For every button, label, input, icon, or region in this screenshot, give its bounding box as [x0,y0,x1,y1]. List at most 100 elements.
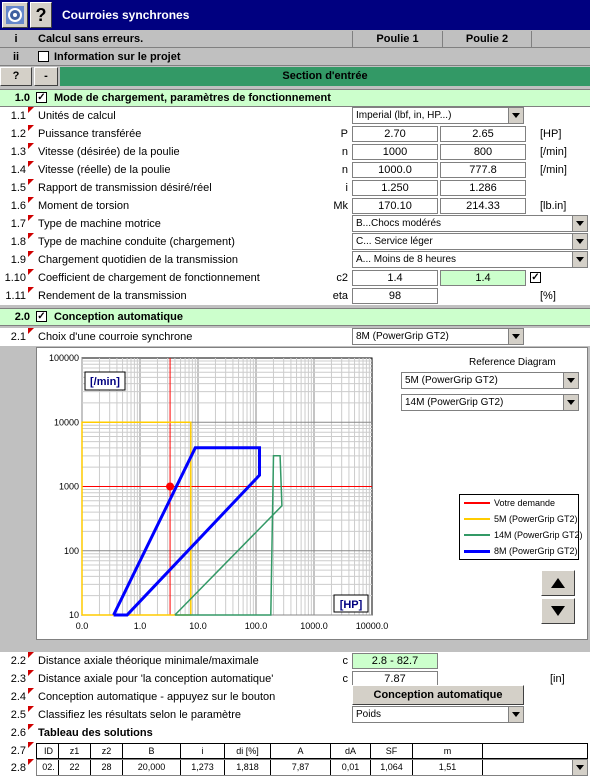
input-section-row: ? - Section d'entrée [0,67,590,86]
gear-icon [6,6,24,24]
x-tick-label: 10000.0 [356,621,389,631]
param-row: 1.5 Rapport de transmission désiré/réel i 1… [0,179,590,197]
toggle-help-button[interactable]: ? [0,67,32,86]
section-1-checkbox[interactable]: ✓ [36,92,47,103]
scroll-down-button[interactable] [541,598,575,624]
calc-status: Calcul sans erreurs. [38,33,144,45]
xlabel: [HP] [340,599,363,611]
coefficient-checkbox[interactable]: ✓ [530,272,541,283]
param-symbol: c2 [336,272,348,284]
pulley2-value[interactable]: 800 [440,144,526,160]
row-num: 2.5 [0,706,34,724]
pulley2-value[interactable]: 777.8 [440,162,526,178]
auto-distance-label: Distance axiale pour 'la conception auto… [38,673,274,685]
belt-choice-select[interactable]: 8M (PowerGrip GT2) [352,328,524,345]
solutions-select-arrow[interactable] [572,760,587,775]
pulley1-value[interactable]: 1.4 [352,270,438,286]
pulley2-value[interactable]: 2.65 [440,126,526,142]
ylabel: [/min] [90,376,120,388]
solutions-table-row[interactable]: 02. 22 28 20,000 1,273 1,818 7,87 0,01 1,064 1,51 [36,759,588,776]
app-icon[interactable] [2,2,28,28]
table-cell: 02. [39,760,59,775]
pulley2-value[interactable]: 214.33 [440,198,526,214]
row-num: 1.11 [0,287,34,305]
legend-label: Votre demande [494,498,556,508]
param-select-value: B...Chocs modérés [356,218,442,229]
table-header-cell: z1 [59,744,91,758]
param-select[interactable]: A... Moins de 8 heures [352,251,588,268]
sort-results-row: 2.5 Classifiez les résultats selon le pa… [0,706,590,724]
series-line-2 [174,455,283,616]
pulley2-value: 1.4 [440,270,526,286]
table-header-cell: di [%] [225,744,271,758]
help-button[interactable]: ? [30,2,52,28]
param-select-value: A... Moins de 8 heures [356,254,457,265]
chevron-down-icon [576,765,584,770]
param-select[interactable]: C... Service léger [352,233,588,250]
y-tick-label: 100 [64,546,79,556]
auto-design-button[interactable]: Conception automatique [352,685,524,705]
ylabel-box [84,371,126,391]
param-select[interactable]: B...Chocs modérés [352,215,588,232]
pulley1-value[interactable]: 2.70 [352,126,438,142]
table-cell: 22 [59,760,91,775]
reference-select-1[interactable]: 5M (PowerGrip GT2) [401,372,579,389]
chevron-down-icon [508,329,523,344]
auto-distance-input[interactable]: 7.87 [352,671,438,687]
belt-choice-row: 2.1 Choix d'une courroie synchrone 8M (P… [0,328,590,346]
chevron-down-icon [563,373,578,388]
collapse-button[interactable]: - [34,67,58,86]
table-header-cell: ID [39,744,59,758]
reference-select-2[interactable]: 14M (PowerGrip GT2) [401,394,579,411]
param-symbol: i [345,182,348,194]
legend-entry: 14M (PowerGrip GT2) [460,527,583,543]
section-2-checkbox[interactable]: ✓ [36,311,47,322]
chevron-down-icon [572,234,587,249]
axial-distance-value: 2.8 - 82.7 [352,653,438,669]
solutions-title: Tableau des solutions [38,727,153,739]
project-info-checkbox[interactable] [38,51,49,62]
y-tick-label: 10000 [54,417,79,427]
arrow-up-icon [551,578,565,588]
chart-legend: Votre demande 5M (PowerGrip GT2) 14M (Powe… [459,494,583,560]
row-num: 1.5 [0,179,34,197]
param-row: 1.4 Vitesse (réelle) de la poulie n 1000.0 7… [0,161,590,179]
table-header-cell: B [123,744,181,758]
project-info-row: ii Information sur le projet [0,48,590,66]
param-symbol: eta [332,290,348,302]
param-label: Vitesse (désirée) de la poulie [38,146,180,158]
param-row: 1.10 Coefficient de chargement de fonctio… [0,269,590,287]
pulley1-value[interactable]: 1.250 [352,180,438,196]
param-symbol: P [340,128,348,140]
legend-entries: Votre demande 5M (PowerGrip GT2) 14M (Powe… [460,495,583,559]
param-label: Type de machine motrice [38,218,161,230]
pulley2-value[interactable]: 1.286 [440,180,526,196]
section-2-num: 2.0 [14,311,30,323]
table-header-cell: SF [371,744,413,758]
row-num: 1.7 [0,215,34,233]
sort-results-select[interactable]: Poids [352,706,524,723]
param-row: 1.8 Type de machine conduite (chargement)… [0,233,590,251]
legend-entry: 5M (PowerGrip GT2) [460,511,578,527]
pulley1-value[interactable]: 1000.0 [352,162,438,178]
table-cell: 1,818 [225,760,271,775]
row-num: 1.4 [0,161,34,179]
table-header-cell: i [181,744,225,758]
row-num: 1.1 [0,107,34,125]
scroll-up-button[interactable] [541,570,575,596]
pulley1-value[interactable]: 170.10 [352,198,438,214]
param-label: Unités de calcul [38,110,116,122]
pulley1-value[interactable]: 1000 [352,144,438,160]
belt-choice-label: Choix d'une courroie synchrone [38,331,193,343]
param-label: Coefficient de chargement de fonctionnem… [38,272,260,284]
x-tick-label: 10.0 [189,621,207,631]
legend-swatch [464,550,490,553]
section-1-header: 1.0 ✓ Mode de chargement, paramètres de … [0,89,590,107]
param-symbol: n [341,146,348,158]
axial-distance-row: 2.2 Distance axiale théorique minimale/m… [0,652,590,670]
table-header-cell: A [271,744,331,758]
param-unit: [lb.in] [540,200,567,212]
pulley1-value[interactable]: 98 [352,288,438,304]
param-select[interactable]: Imperial (lbf, in, HP...) [352,107,524,124]
